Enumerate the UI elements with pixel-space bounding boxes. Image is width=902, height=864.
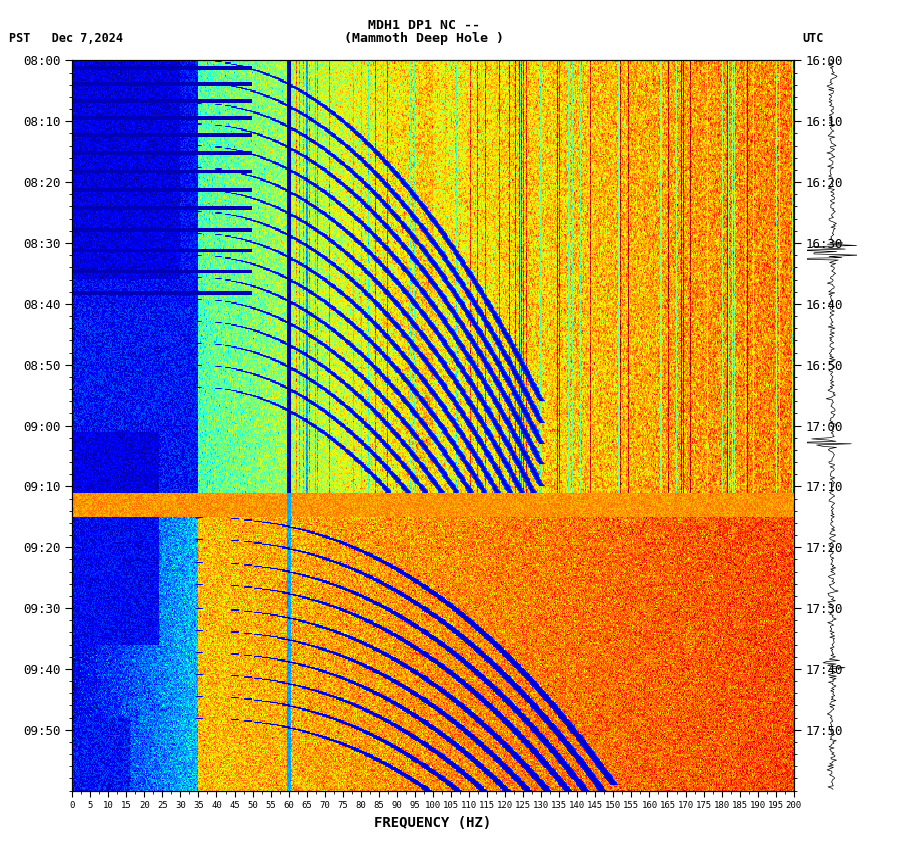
Text: PST   Dec 7,2024: PST Dec 7,2024	[9, 32, 123, 45]
Text: UTC: UTC	[803, 32, 824, 45]
Text: MDH1 DP1 NC --: MDH1 DP1 NC --	[368, 19, 480, 32]
Text: (Mammoth Deep Hole ): (Mammoth Deep Hole )	[344, 32, 504, 45]
X-axis label: FREQUENCY (HZ): FREQUENCY (HZ)	[374, 816, 492, 829]
